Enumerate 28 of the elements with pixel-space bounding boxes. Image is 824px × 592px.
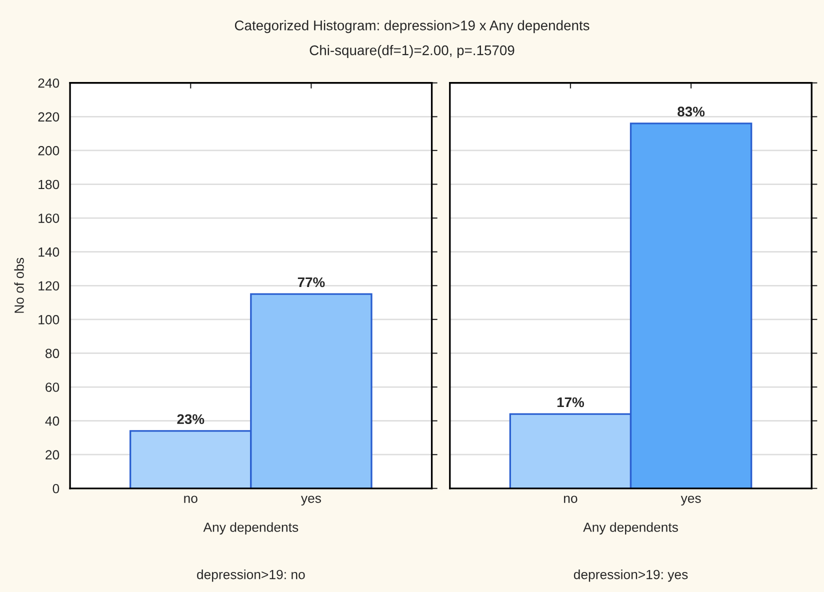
y-tick-label: 60: [46, 382, 60, 392]
y-tick-label: 100: [38, 315, 60, 324]
y-tick-label: 200: [38, 146, 60, 156]
x-tick-label: yes: [680, 496, 701, 506]
chart-title: Categorized Histogram: depression>19 x Any dependents: [234, 20, 590, 34]
x-axis-title: Any dependents: [203, 522, 298, 535]
y-tick-label: 20: [46, 450, 60, 460]
y-tick-label: 240: [38, 78, 60, 88]
y-tick-label: 120: [38, 281, 60, 291]
x-tick-label: no: [184, 496, 198, 503]
y-tick-label: 40: [45, 416, 60, 426]
annotation: 17%: [557, 397, 584, 408]
text: depression>19: no: [197, 570, 305, 582]
annotation: 83%: [678, 106, 705, 117]
text: depression>19: yes: [574, 570, 688, 582]
x-axis-title: Any dependents: [583, 522, 678, 535]
y-tick-label: 0: [52, 484, 60, 494]
annotation: 77%: [298, 277, 325, 288]
chart-subtitle: Chi-square(df=1)=2.00, p=.15709: [310, 45, 514, 58]
annotation: 23%: [177, 414, 204, 424]
y-tick-label: 80: [46, 348, 60, 358]
y-tick-label: 220: [38, 112, 60, 122]
x-tick-label: yes: [300, 496, 321, 506]
y-tick-label: 140: [38, 247, 60, 257]
y-tick-label: 180: [38, 180, 60, 190]
y-tick-label: 160: [38, 214, 60, 223]
x-tick-label: no: [564, 496, 578, 503]
y-axis-title: No of obs: [14, 258, 24, 313]
